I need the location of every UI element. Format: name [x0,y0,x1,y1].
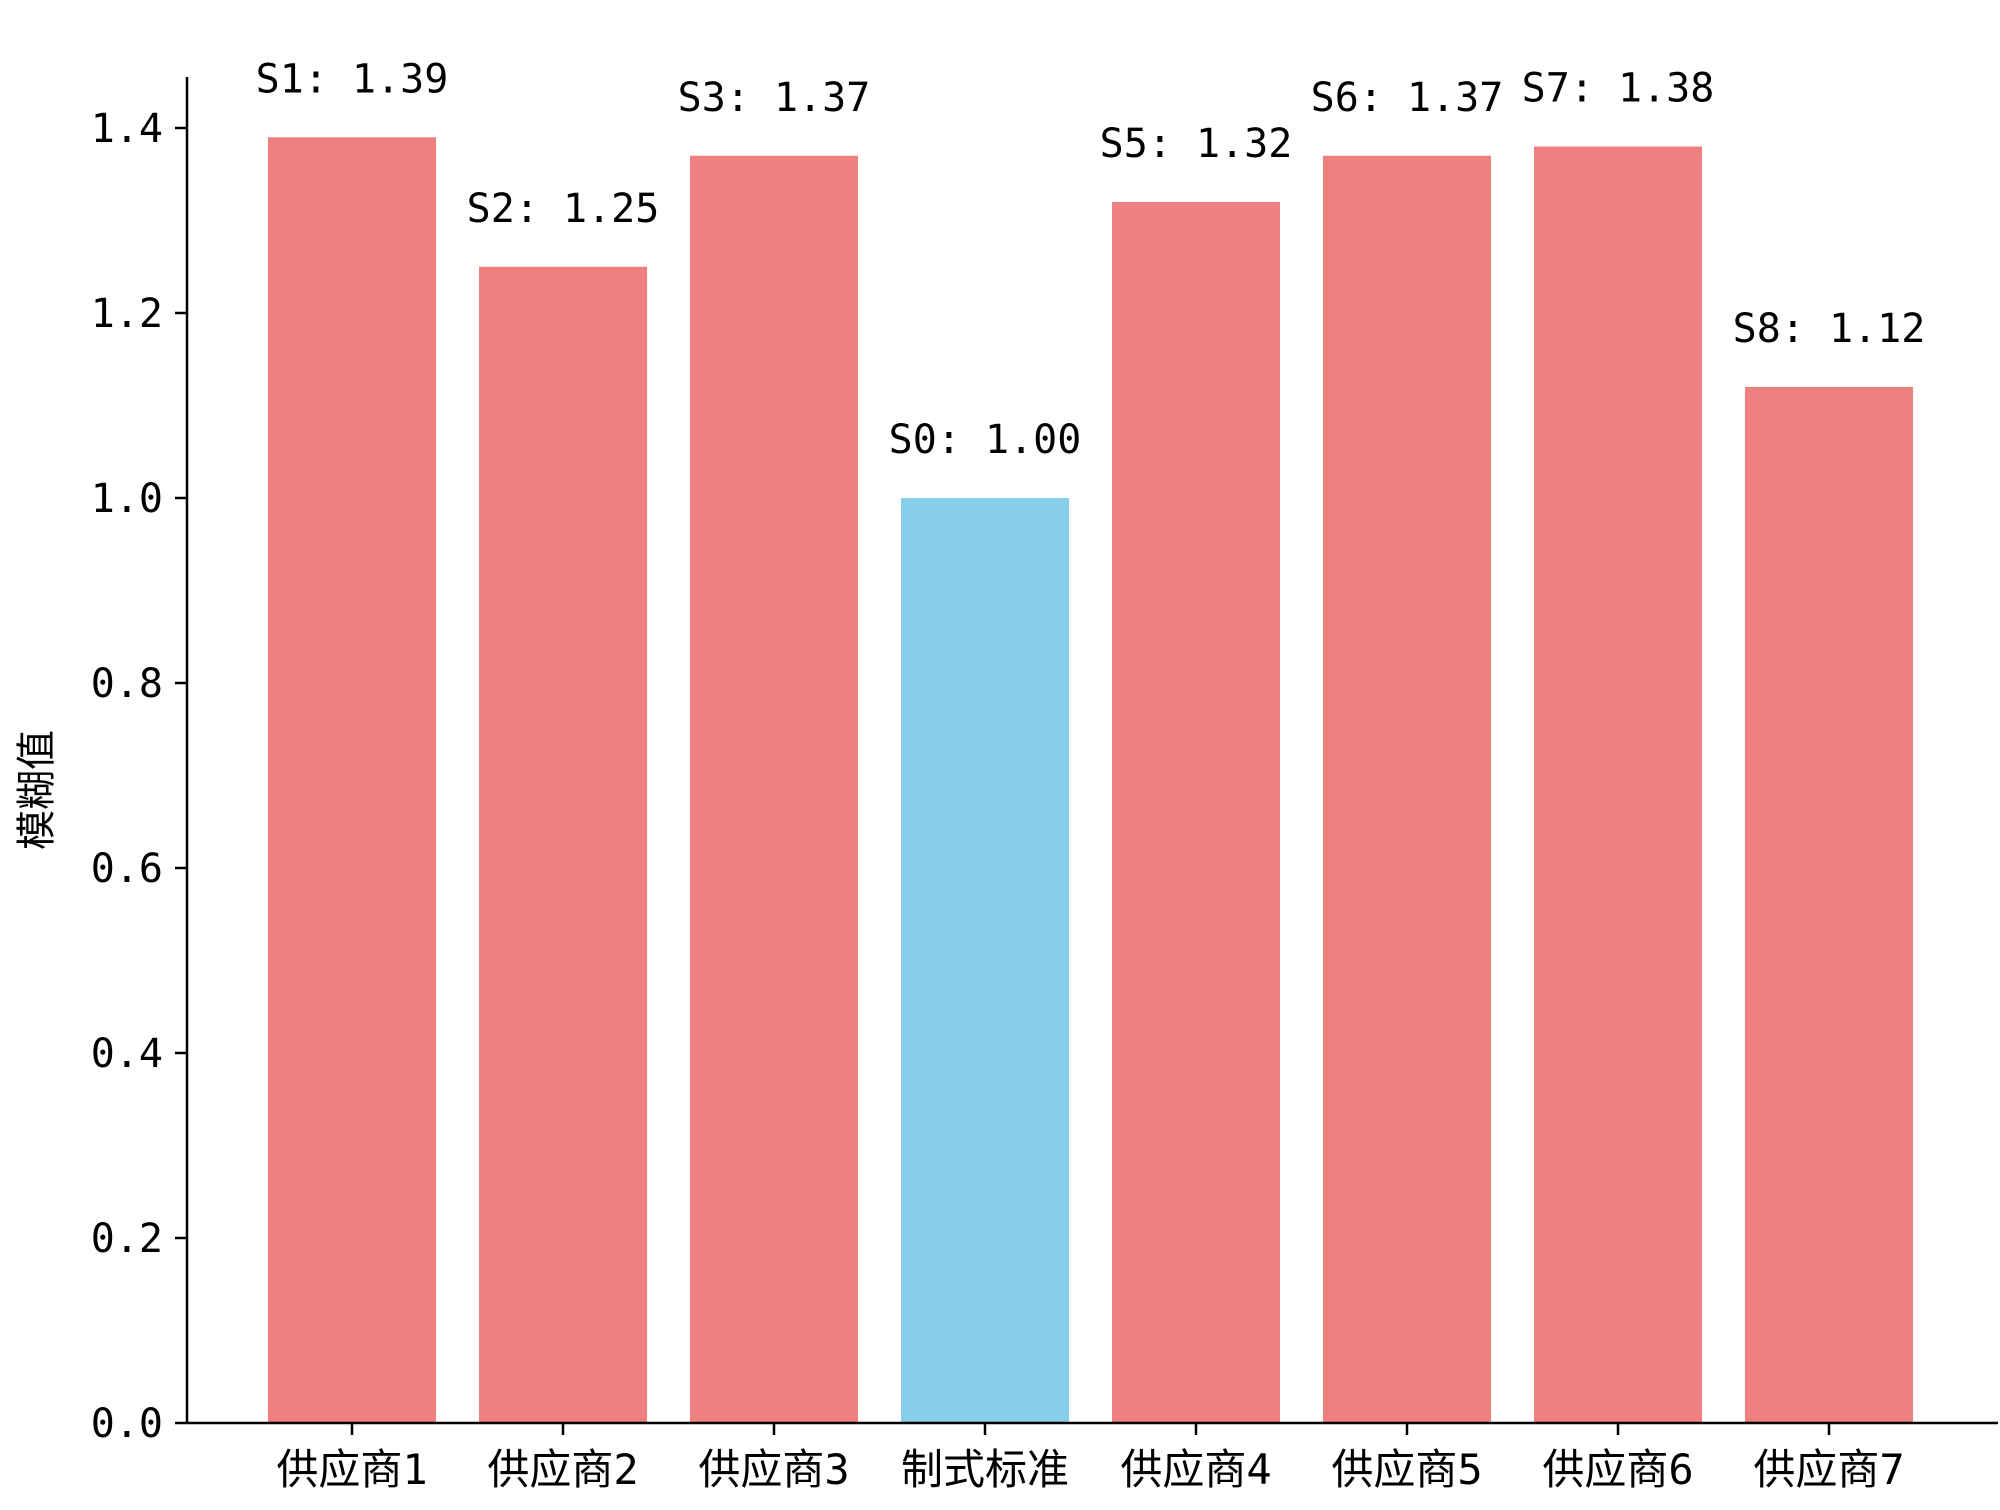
x-tick-label-6: 供应商5 [1331,1445,1482,1494]
bar-5 [1112,202,1280,1423]
x-tick-label-7: 供应商6 [1542,1445,1693,1494]
y-tick-label-6: 1.2 [91,291,163,337]
x-tick-label-3: 供应商3 [698,1445,849,1494]
bar-1 [268,137,436,1423]
bar-6 [1323,155,1491,1423]
data-label-4: S0: 1.00 [889,417,1082,463]
x-axis: 供应商1 供应商2 供应商3 制式标准 供应商4 供应商5 供应商6 供应商7 [187,1421,1998,1494]
bar-8 [1745,387,1913,1423]
y-tick-label-4: 0.8 [91,661,163,707]
x-tick-label-8: 供应商7 [1753,1445,1904,1494]
y-axis: 0.0 0.2 0.4 0.6 0.8 1.0 1.2 1.4 [91,77,189,1447]
bars-group [268,137,1913,1423]
x-tick-label-5: 供应商4 [1120,1445,1271,1494]
data-label-3: S3: 1.37 [678,75,871,121]
y-tick-label-1: 0.2 [91,1216,163,1262]
y-tick-label-5: 1.0 [91,476,163,522]
x-tick-label-1: 供应商1 [276,1445,427,1494]
data-label-8: S8: 1.12 [1733,306,1926,352]
y-axis-title: 模糊值 [14,730,60,850]
bar-7 [1534,146,1702,1423]
y-tick-label-3: 0.6 [91,846,163,892]
bar-4 [901,498,1069,1423]
x-tick-label-2: 供应商2 [487,1445,638,1494]
data-label-2: S2: 1.25 [467,186,660,232]
data-label-7: S7: 1.38 [1522,66,1715,112]
y-tick-label-7: 1.4 [91,106,163,152]
data-label-1: S1: 1.39 [256,56,449,102]
y-tick-label-0: 0.0 [91,1401,163,1447]
y-tick-label-2: 0.4 [91,1031,163,1077]
data-label-6: S6: 1.37 [1311,75,1504,121]
data-label-5: S5: 1.32 [1100,121,1293,167]
bar-3 [690,155,858,1423]
bar-2 [479,266,647,1423]
x-tick-label-4: 制式标准 [901,1445,1069,1494]
data-labels-group: S1: 1.39 S2: 1.25 S3: 1.37 S0: 1.00 S5: 1.32… [256,56,1926,463]
